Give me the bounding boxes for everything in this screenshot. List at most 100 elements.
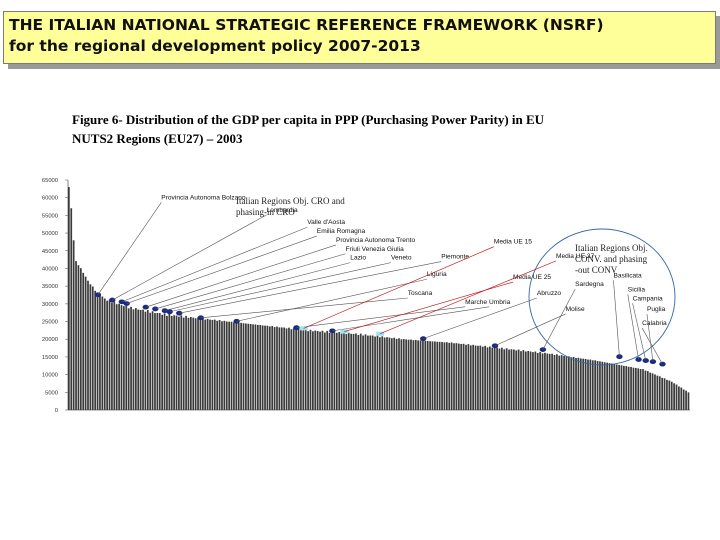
- gdp-bar: [436, 341, 439, 410]
- gdp-bar: [316, 331, 319, 410]
- gdp-bar: [489, 346, 491, 410]
- region-leader: [236, 278, 427, 322]
- cro-note-line-2: phasing-in CRO: [236, 207, 295, 217]
- gdp-bar: [247, 323, 250, 410]
- gdp-bar: [108, 300, 111, 410]
- gdp-bar: [548, 353, 551, 410]
- gdp-bar: [118, 303, 120, 410]
- gdp-bar: [663, 378, 666, 410]
- gdp-bar: [103, 298, 106, 410]
- gdp-bar: [335, 332, 338, 410]
- gdp-bar: [146, 310, 149, 410]
- region-leader: [613, 280, 620, 357]
- gdp-bar: [534, 351, 537, 410]
- gdp-bar: [326, 330, 329, 410]
- gdp-bar: [400, 339, 403, 410]
- region-leader: [494, 313, 566, 346]
- gdp-bar: [498, 348, 501, 410]
- gdp-bar: [558, 355, 561, 410]
- gdp-bar: [182, 317, 185, 410]
- region-label: Valle d'Aosta: [307, 219, 345, 226]
- gdp-bar: [505, 348, 508, 410]
- gdp-bar: [651, 373, 654, 410]
- gdp-bar: [166, 315, 168, 410]
- gdp-bar: [527, 351, 530, 410]
- gdp-bar: [285, 328, 288, 410]
- gdp-bar: [235, 322, 238, 410]
- gdp-bar: [185, 315, 187, 410]
- y-tick-label: 35000: [42, 284, 58, 290]
- gdp-bar: [295, 329, 297, 410]
- gdp-bar: [154, 313, 156, 410]
- gdp-bar: [347, 332, 350, 410]
- gdp-bar: [431, 341, 434, 410]
- gdp-bar: [666, 379, 668, 410]
- gdp-bar: [520, 351, 522, 410]
- gdp-bar: [601, 361, 604, 410]
- gdp-bar: [486, 347, 489, 410]
- gdp-bar: [161, 314, 164, 410]
- gdp-bar: [560, 355, 563, 410]
- region-label: Puglia: [647, 306, 666, 313]
- gdp-bar: [139, 309, 142, 410]
- gdp-bar: [386, 337, 388, 410]
- gdp-bar: [407, 339, 410, 410]
- gdp-bar: [429, 341, 431, 410]
- gdp-bar: [460, 343, 463, 410]
- gdp-bar: [687, 392, 690, 410]
- gdp-bar: [106, 300, 108, 410]
- gdp-bar: [680, 387, 683, 410]
- gdp-bar: [209, 319, 211, 410]
- region-leader: [97, 202, 162, 295]
- gdp-bar: [642, 369, 644, 410]
- gdp-bar: [541, 353, 544, 410]
- region-marker: [329, 328, 336, 334]
- gdp-bar: [228, 321, 231, 410]
- gdp-bar: [553, 354, 556, 410]
- gdp-bar: [180, 315, 183, 410]
- gdp-bar: [173, 315, 175, 410]
- gdp-bar: [178, 316, 180, 410]
- gdp-bar: [197, 317, 199, 410]
- gdp-bar: [125, 305, 128, 410]
- gdp-bar: [276, 326, 278, 410]
- gdp-bar: [371, 335, 374, 410]
- region-label: Lazio: [350, 255, 366, 262]
- gdp-bar: [656, 375, 659, 410]
- region-leader: [155, 253, 346, 310]
- region-leader: [164, 262, 351, 311]
- gdp-bar: [388, 337, 391, 410]
- gdp-bar: [142, 309, 144, 410]
- gdp-bar: [414, 339, 417, 410]
- region-leader: [200, 297, 408, 319]
- gdp-bar: [297, 329, 300, 410]
- gdp-bar: [256, 324, 259, 410]
- gdp-bar: [151, 311, 154, 410]
- region-leader: [646, 313, 654, 362]
- gdp-bar: [149, 312, 152, 410]
- gdp-bar: [634, 367, 637, 410]
- region-label: Piemonte: [441, 254, 469, 261]
- gdp-bar: [369, 335, 372, 410]
- gdp-bar: [395, 338, 398, 410]
- gdp-bar: [522, 350, 525, 410]
- gdp-bar: [94, 290, 97, 410]
- gdp-bar: [474, 345, 477, 410]
- gdp-bar: [379, 337, 381, 410]
- gdp-bar: [587, 359, 589, 410]
- gdp-bar: [606, 362, 608, 410]
- convergence-ellipse: [528, 228, 676, 366]
- gdp-bar: [678, 386, 680, 410]
- gdp-bar: [221, 321, 223, 410]
- region-leader: [121, 226, 308, 303]
- conv-note-line-1: Italian Regions Obj.: [575, 243, 648, 253]
- gdp-bar: [481, 346, 484, 410]
- gdp-bar: [563, 356, 565, 410]
- gdp-bar: [357, 334, 360, 410]
- region-label: Lombardia: [267, 207, 298, 214]
- gdp-bar: [237, 322, 240, 410]
- gdp-bar: [644, 370, 647, 410]
- gdp-bar: [199, 319, 202, 410]
- gdp-bar: [245, 323, 247, 410]
- y-tick-label: 40000: [42, 266, 58, 272]
